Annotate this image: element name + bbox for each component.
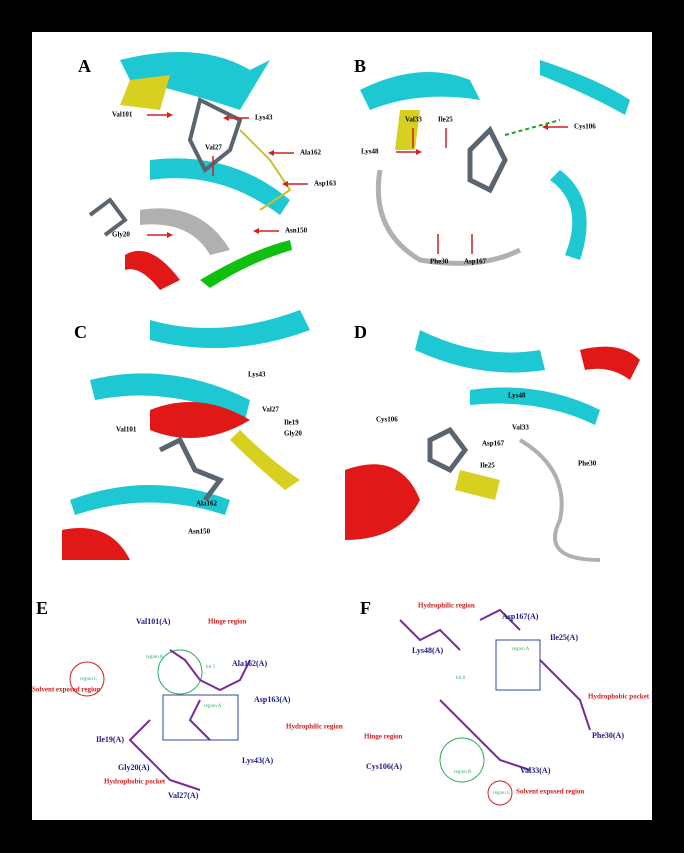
label: region C xyxy=(80,677,98,682)
structure-c xyxy=(62,310,310,560)
arrow-head xyxy=(223,115,229,121)
label: Lys48 xyxy=(361,148,379,156)
label: Ile19(A) xyxy=(96,735,124,744)
label: Lys48(A) xyxy=(412,646,443,655)
label: Val33 xyxy=(512,424,529,432)
label: Val27 xyxy=(205,144,222,152)
label: Gly20 xyxy=(284,430,302,438)
label: Val33(A) xyxy=(520,766,551,775)
label: region C xyxy=(493,791,511,796)
label: Asp167 xyxy=(482,440,505,448)
panel-letter: E xyxy=(36,598,48,618)
label: Lys43(A) xyxy=(242,756,273,765)
arrow-head xyxy=(253,228,259,234)
label: Cys106 xyxy=(574,123,596,131)
label: Phe30(A) xyxy=(592,731,624,740)
page xyxy=(32,32,652,820)
label: Phe30 xyxy=(430,258,449,266)
label: Ala162 xyxy=(300,149,322,157)
label: Phe30 xyxy=(578,460,597,468)
label: region B xyxy=(454,770,472,775)
label: Val101 xyxy=(112,111,133,119)
panel-letter: C xyxy=(74,322,87,342)
label: Hinge region xyxy=(208,618,247,626)
panel-letter: D xyxy=(354,322,367,342)
label: Lys43 xyxy=(255,114,273,122)
label: Lys48 xyxy=(508,392,526,400)
arrow-head xyxy=(416,149,422,155)
label: Ile25 xyxy=(480,462,495,470)
label: Solvent exposed region xyxy=(516,788,584,796)
label: Asp167 xyxy=(464,258,487,266)
arrow-head xyxy=(167,112,173,118)
label: hit 8 xyxy=(456,676,466,681)
panel-letter: A xyxy=(78,56,91,76)
label: Val33 xyxy=(405,116,422,124)
label: Lys43 xyxy=(248,371,266,379)
label: region B xyxy=(146,655,164,660)
panel-letter: B xyxy=(354,56,366,76)
arrow-head xyxy=(542,124,548,130)
structure-a xyxy=(88,52,292,290)
label: Hydrophilic region xyxy=(286,723,343,731)
label: Gly20(A) xyxy=(118,763,150,772)
label: Val27(A) xyxy=(168,791,199,800)
label: Ile19 xyxy=(284,419,299,427)
label: Hydrophobic pocket xyxy=(104,778,166,786)
label: Ile25 xyxy=(438,116,453,124)
label: Val101 xyxy=(116,426,137,434)
label: Ile25(A) xyxy=(550,633,578,642)
label: Asp163(A) xyxy=(254,695,291,704)
label: Solvent exposed region xyxy=(32,686,100,694)
label: Asp167(A) xyxy=(502,612,539,621)
label: region A xyxy=(512,647,530,652)
arrow-head xyxy=(268,150,274,156)
panel-letter: F xyxy=(360,598,371,618)
label: Ala162 xyxy=(196,500,218,508)
label: Cys106 xyxy=(376,416,398,424)
label: Asn150 xyxy=(285,227,308,235)
label: Val27 xyxy=(262,406,279,414)
label: Gly20 xyxy=(112,231,130,239)
label: Asp163 xyxy=(314,180,337,188)
arrow-head xyxy=(282,181,288,187)
structure-d xyxy=(345,330,640,562)
label: region A xyxy=(204,704,222,709)
label: hit 5 xyxy=(206,665,216,670)
label: Cys106(A) xyxy=(366,762,402,771)
label: Asn150 xyxy=(188,528,211,536)
label: Hydrophobic pocket xyxy=(588,693,650,701)
label: Hydrophilic region xyxy=(418,602,475,610)
label: Hinge region xyxy=(364,733,403,741)
arrow-head xyxy=(167,232,173,238)
label: Val101(A) xyxy=(136,617,171,626)
structure-b xyxy=(360,60,630,266)
diagram-e xyxy=(69,649,251,791)
label: Ala162(A) xyxy=(232,659,267,668)
diagram-f xyxy=(399,608,591,806)
